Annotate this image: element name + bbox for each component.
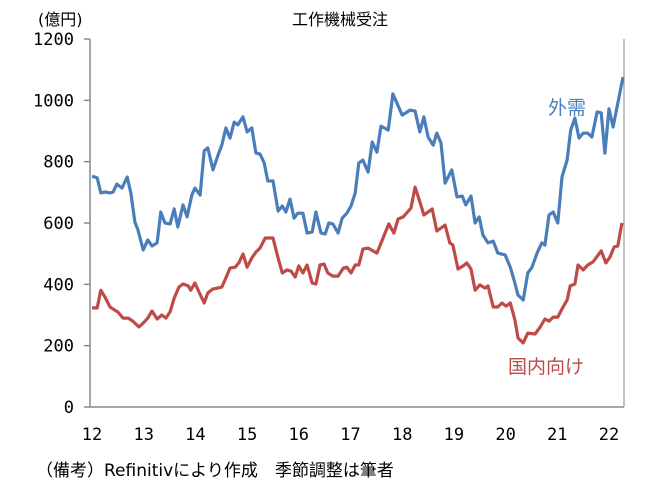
x-tick-label: 22 [599, 425, 619, 445]
footnote: （備考）Refinitivにより作成 季節調整は筆者 [36, 461, 394, 481]
x-tick-label: 15 [237, 425, 257, 445]
y-tick-label: 600 [43, 214, 74, 234]
y-tick-label: 1200 [33, 30, 74, 50]
x-tick-label: 14 [185, 425, 205, 445]
series-label-export: 外需 [548, 97, 586, 119]
x-tick-label: 16 [289, 425, 309, 445]
y-ticks: 0 200 400 600 800 1000 1200 [33, 30, 90, 418]
chart-title: 工作機械受注 [292, 10, 388, 29]
series-label-domestic: 国内向け [508, 356, 584, 378]
series-line-export [91, 76, 625, 302]
x-tick-label: 19 [444, 425, 464, 445]
y-tick-label: 1000 [33, 91, 74, 111]
x-tick-label: 12 [82, 425, 102, 445]
x-tick-label: 20 [495, 425, 515, 445]
x-tick-label: 21 [547, 425, 567, 445]
x-tick-label: 17 [340, 425, 360, 445]
y-tick-label: 400 [43, 275, 74, 295]
x-tick-label: 13 [133, 425, 153, 445]
y-axis-unit-label: (億円) [38, 10, 83, 29]
x-ticks: 12 13 14 15 16 17 18 19 20 21 22 [82, 425, 619, 445]
series-line-domestic [92, 185, 624, 345]
y-tick-label: 800 [43, 153, 74, 173]
x-tick-label: 18 [392, 425, 412, 445]
series-lines [91, 76, 625, 345]
y-tick-label: 0 [64, 398, 74, 418]
y-tick-label: 200 [43, 337, 74, 357]
